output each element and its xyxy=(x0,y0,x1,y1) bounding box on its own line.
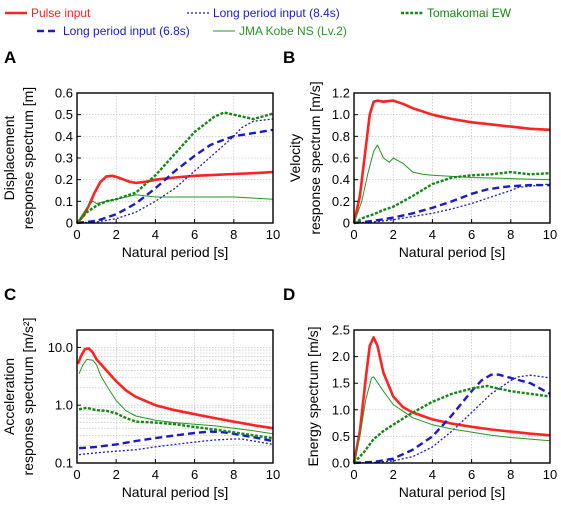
x-tick-label: 2 xyxy=(113,227,120,242)
y-tick-label: 0.5 xyxy=(332,429,350,444)
series-line-pulse xyxy=(352,99,551,224)
x-tick-label: 4 xyxy=(429,467,436,482)
series-line-lp68 xyxy=(76,128,274,225)
x-tick-label: 2 xyxy=(390,467,397,482)
x-tick-label: 2 xyxy=(113,467,120,482)
y-tick-label: 0.2 xyxy=(332,194,350,209)
y-tick-label: 2.0 xyxy=(332,349,350,364)
legend-label-lp84: Long period input (8.4s) xyxy=(213,6,340,20)
y-tick-label: 0.4 xyxy=(332,172,350,187)
chart-panel-b: 0 2 4 6 8 10 0 0.2 0.4 0.6 0.8 1.0 1.2 Natural period… xyxy=(283,48,557,260)
x-tick-label: 6 xyxy=(191,467,198,482)
series-line-lp84 xyxy=(78,438,274,456)
series-line-lp68 xyxy=(353,373,551,465)
series-line-pulse xyxy=(352,336,551,464)
panel-letter: B xyxy=(283,48,295,67)
series-line-lp68 xyxy=(78,430,274,450)
y-tick-label: 0.5 xyxy=(55,107,73,122)
legend-label-lp68: Long period input (6.8s) xyxy=(63,24,190,38)
x-tick-label: 8 xyxy=(507,227,514,242)
series-line-kobe xyxy=(76,194,274,224)
y-tick-label: 0.1 xyxy=(55,194,73,209)
chart-panel-d: 0 2 4 6 8 10 0.0 0.5 1.0 1.5 2.0 2.5 Natural period … xyxy=(283,285,557,500)
y-tick-label: 0.6 xyxy=(55,86,73,101)
x-tick-label: 0 xyxy=(73,227,80,242)
y-tick-label: 0 xyxy=(343,216,350,231)
series-line-pulse xyxy=(76,170,274,224)
legend-label-toma: Tomakomai EW xyxy=(427,6,512,20)
series-line-pulse xyxy=(76,347,274,430)
x-tick-label: 4 xyxy=(152,467,159,482)
series-line-lp84 xyxy=(353,374,551,464)
x-axis-label: Natural period [s] xyxy=(399,244,506,260)
panel-letter: D xyxy=(283,285,295,304)
y-tick-label: 1.2 xyxy=(332,86,350,101)
series-line-toma xyxy=(353,384,551,464)
x-tick-label: 4 xyxy=(429,227,436,242)
series-line-kobe xyxy=(353,144,551,224)
y-axis-label: Acceleration xyxy=(1,358,17,435)
y-tick-label: 0.0 xyxy=(332,456,350,471)
y-axis-label: response spectrum [m/s] xyxy=(307,81,323,234)
y-tick-label: 2.5 xyxy=(332,323,350,338)
y-tick-label: 1.0 xyxy=(332,402,350,417)
x-axis-label: Natural period [s] xyxy=(122,244,229,260)
x-axis-label: Natural period [s] xyxy=(122,484,229,500)
plot-frame xyxy=(76,92,274,224)
chart-panel-c: 0 2 4 6 8 10 0.1 1.0 10.0 Natural period [s] Accel… xyxy=(1,285,280,500)
x-tick-label: 0 xyxy=(73,467,80,482)
y-axis-label: Velocity xyxy=(287,134,303,182)
y-tick-label: 0.3 xyxy=(55,151,73,166)
y-axis-label: response spectrum [m] xyxy=(20,87,36,229)
x-tick-label: 10 xyxy=(543,467,557,482)
series-line-lp84 xyxy=(76,118,274,224)
legend-label-pulse: Pulse input xyxy=(31,6,91,20)
series-line-toma xyxy=(78,406,274,440)
chart-panel-a: 0 2 4 6 8 10 0 0.1 0.2 0.3 0.4 0.5 0.6 Natural period… xyxy=(1,48,280,260)
y-tick-label: 0.1 xyxy=(55,456,73,471)
series-line-kobe xyxy=(353,376,551,464)
y-tick-label: 10.0 xyxy=(48,340,73,355)
x-tick-label: 8 xyxy=(230,467,237,482)
y-axis-label: Displacement xyxy=(1,115,17,200)
series-line-lp84 xyxy=(353,183,551,224)
series-line-kobe xyxy=(78,358,274,435)
y-tick-label: 1.0 xyxy=(55,398,73,413)
x-tick-label: 6 xyxy=(468,467,475,482)
y-tick-label: 0.2 xyxy=(55,172,73,187)
x-tick-label: 6 xyxy=(468,227,475,242)
y-tick-label: 0.4 xyxy=(55,129,73,144)
x-axis-label: Natural period [s] xyxy=(399,484,506,500)
series-line-lp68 xyxy=(353,183,550,225)
y-tick-label: 1.5 xyxy=(332,376,350,391)
x-tick-label: 8 xyxy=(507,467,514,482)
series-line-toma xyxy=(76,111,274,224)
x-tick-label: 0 xyxy=(350,227,357,242)
x-tick-label: 8 xyxy=(230,227,237,242)
y-axis-label: response spectrum [m/s²] xyxy=(20,318,36,476)
x-tick-label: 0 xyxy=(350,467,357,482)
panel-letter: A xyxy=(4,48,16,67)
x-tick-label: 10 xyxy=(266,467,280,482)
y-tick-label: 0.8 xyxy=(332,129,350,144)
x-tick-label: 10 xyxy=(543,227,557,242)
legend: Pulse input Long period input (6.8s) Lon… xyxy=(5,6,512,38)
y-axis-label: Energy spectrum [m/s] xyxy=(305,326,321,466)
x-tick-label: 6 xyxy=(191,227,198,242)
x-tick-label: 10 xyxy=(266,227,280,242)
x-tick-label: 4 xyxy=(152,227,159,242)
legend-label-kobe: JMA Kobe NS (Lv.2) xyxy=(239,24,347,38)
y-tick-label: 0 xyxy=(66,216,73,231)
y-tick-label: 1.0 xyxy=(332,107,350,122)
panel-letter: C xyxy=(4,285,16,304)
y-tick-label: 0.6 xyxy=(332,151,350,166)
plot-frame xyxy=(76,329,274,464)
series-line-toma xyxy=(353,170,551,225)
plot-frame xyxy=(353,329,551,464)
x-tick-label: 2 xyxy=(390,227,397,242)
